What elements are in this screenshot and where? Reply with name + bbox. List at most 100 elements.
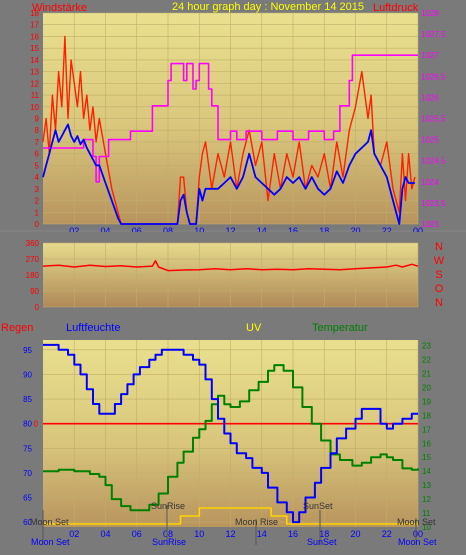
moon-set-label-right: Moon Set <box>397 517 436 527</box>
wind-x-tick: 08 <box>163 226 173 236</box>
direction-y-tick: 90 <box>30 287 39 296</box>
direction-series <box>42 260 419 272</box>
sunset-bottom: SunSet <box>307 537 337 547</box>
wind-y-tick: 17 <box>30 21 39 30</box>
temperature-y-tick: 12 <box>422 495 431 504</box>
humidity-x-tick: 12 <box>225 529 235 539</box>
uv-label: UV <box>246 322 262 334</box>
humidity-series <box>43 343 418 524</box>
pressure-y-tick: 1023 <box>421 220 439 229</box>
wind-y-tick: 3 <box>35 185 40 194</box>
wind-x-tick: 22 <box>382 226 392 236</box>
temperature-y-tick: 16 <box>422 439 431 448</box>
wind-y-tick: 15 <box>30 44 39 53</box>
humidity-x-tick: 02 <box>69 529 79 539</box>
humidity-y-tick: 75 <box>23 444 32 453</box>
humidity-y-tick: 70 <box>23 469 32 478</box>
wind-y-tick: 6 <box>35 150 40 159</box>
direction-y-tick: 0 <box>35 303 40 312</box>
wind-y-tick: 7 <box>35 138 40 147</box>
humidity-x-tick: 04 <box>100 529 110 539</box>
direction-y-tick: 360 <box>26 239 40 248</box>
humidity-y-tick: 90 <box>23 370 32 379</box>
direction-y-tick: 270 <box>26 255 40 264</box>
temperature-y-tick: 19 <box>422 397 431 406</box>
humidity-x-axis-labels: 02 04 06 08 10 12 14 16 18 20 22 00 <box>69 529 423 539</box>
compass-o: O <box>435 283 444 295</box>
temperature-y-tick: 15 <box>422 453 431 462</box>
humidity-y-axis-labels: 60 65 70 75 80 85 90 95 0 <box>23 346 38 527</box>
wind-y-tick: 8 <box>35 126 40 135</box>
wind-y-tick: 5 <box>35 161 40 170</box>
compass-n: N <box>435 297 443 309</box>
humidity-y-tick: 65 <box>23 493 32 502</box>
pressure-y-tick: 1027,5 <box>421 30 446 39</box>
pressure-y-tick: 1026,5 <box>421 72 446 81</box>
pressure-y-tick: 1025,5 <box>421 115 446 124</box>
wind-y-tick: 2 <box>35 197 40 206</box>
humidity-label: Luftfeuchte <box>66 322 120 334</box>
event-markers: Moon Set SunRise Moon Rise SunSet Moon S… <box>30 501 437 547</box>
temperature-label: Temperatur <box>312 322 368 334</box>
wind-x-tick: 06 <box>132 226 142 236</box>
temperature-series <box>43 364 419 512</box>
wind-y-tick: 1 <box>35 208 40 217</box>
temperature-y-tick: 13 <box>422 481 431 490</box>
sunrise-bottom: SunRise <box>152 537 186 547</box>
pressure-y-tick: 1026 <box>421 93 439 102</box>
humidity-x-tick: 06 <box>132 529 142 539</box>
humidity-y-tick: 95 <box>23 346 32 355</box>
humidity-x-tick: 22 <box>382 529 392 539</box>
direction-grid <box>43 242 419 308</box>
temperature-y-tick: 20 <box>422 383 431 392</box>
wind-x-tick: 20 <box>350 226 360 236</box>
pressure-y-axis-labels: 1023 1023,5 1024 1024,5 1025 1025,5 1026 1026,5… <box>421 9 446 229</box>
wind-x-tick: 00 <box>413 226 423 236</box>
humidity-x-tick: 18 <box>319 529 329 539</box>
wind-y-tick: 13 <box>30 68 39 77</box>
pressure-y-tick: 1024,5 <box>421 157 446 166</box>
pressure-y-tick: 1028 <box>421 9 439 18</box>
humidity-series-lines <box>43 343 419 525</box>
temperature-y-tick: 18 <box>422 411 431 420</box>
compass-n: N <box>435 241 443 253</box>
temperature-y-axis-labels: 10 11 12 13 14 15 16 17 18 19 20 21 22 23 <box>422 342 431 532</box>
wind-x-axis-labels: 02 04 06 08 10 12 14 16 18 20 22 00 <box>69 226 423 236</box>
humidity-x-tick: 00 <box>413 529 423 539</box>
sunset-label: SunSet <box>303 501 333 511</box>
wind-gust-series <box>42 35 416 225</box>
compass-s: S <box>435 269 442 281</box>
wind-y-tick: 10 <box>30 103 39 112</box>
moon-rise-label: Moon Rise <box>235 517 278 527</box>
sunrise-label: SunRise <box>151 501 185 511</box>
direction-y-tick: 180 <box>26 271 40 280</box>
wind-series-lines <box>42 35 418 225</box>
pressure-y-tick: 1024 <box>421 178 439 187</box>
temperature-y-tick: 22 <box>422 356 431 365</box>
wind-y-tick: 18 <box>30 9 39 18</box>
compass-w: W <box>434 255 445 267</box>
temperature-y-tick: 21 <box>422 369 431 378</box>
direction-series-line <box>42 260 419 272</box>
wind-y-tick: 4 <box>35 173 40 182</box>
moon-set-bottom-left: Moon Set <box>31 537 70 547</box>
wind-label: Windstärke <box>32 2 87 14</box>
wind-x-tick: 12 <box>225 226 235 236</box>
pressure-series <box>43 54 418 183</box>
graph-title: 24 hour graph day : November 14 2015 <box>172 1 364 13</box>
humidity-x-tick: 10 <box>194 529 204 539</box>
moon-set-label-left: Moon Set <box>30 517 69 527</box>
wind-x-tick: 18 <box>319 226 329 236</box>
moon-set-bottom-right: Moon Set <box>398 537 437 547</box>
humidity-x-tick: 16 <box>288 529 298 539</box>
uv-series <box>43 507 418 525</box>
wind-y-tick: 11 <box>31 91 40 100</box>
humidity-x-tick: 14 <box>257 529 267 539</box>
wind-average-series <box>42 123 415 225</box>
humidity-y-tick: 60 <box>23 518 32 527</box>
pressure-label: Luftdruck <box>373 2 419 14</box>
